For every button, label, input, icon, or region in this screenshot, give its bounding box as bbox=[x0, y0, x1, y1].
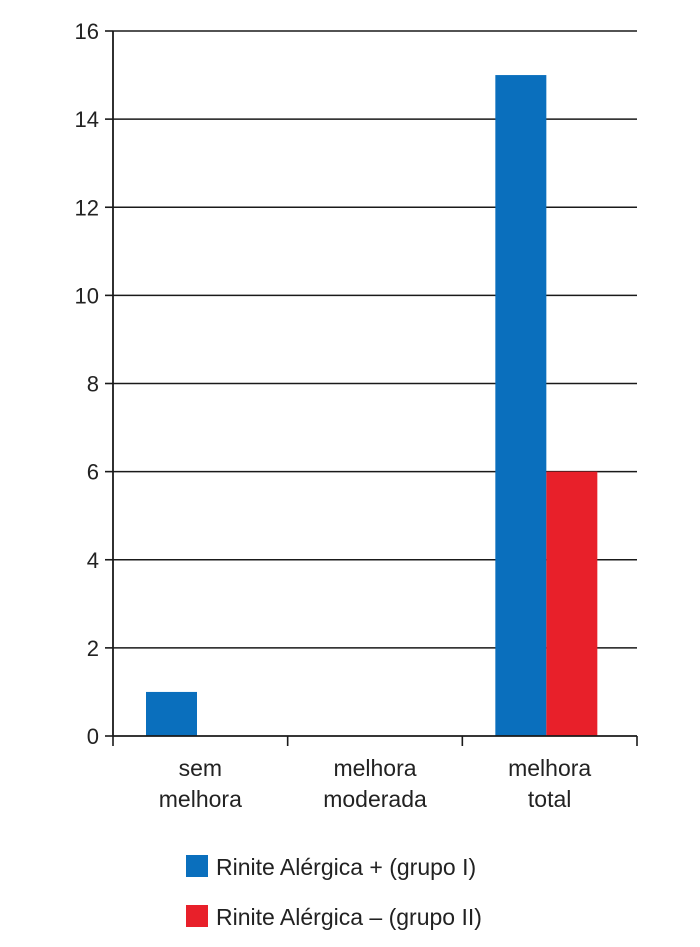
axes bbox=[105, 30, 638, 746]
x-category-label: melhora bbox=[508, 755, 591, 781]
gridlines bbox=[113, 30, 637, 649]
x-axis-category-labels: sem melhora melhora moderada melhora total bbox=[159, 755, 592, 812]
y-tick-label: 8 bbox=[87, 372, 99, 397]
y-tick-label: 14 bbox=[75, 107, 99, 132]
legend-label: Rinite Alérgica – (grupo II) bbox=[216, 904, 482, 930]
y-tick-label: 12 bbox=[75, 195, 99, 220]
y-tick-label: 6 bbox=[87, 460, 99, 485]
bar-grupo-i bbox=[495, 75, 547, 736]
bars bbox=[146, 75, 598, 736]
x-category-label: total bbox=[528, 786, 571, 812]
y-tick-label: 4 bbox=[87, 548, 99, 573]
y-tick-label: 10 bbox=[75, 283, 99, 308]
x-category-label: moderada bbox=[323, 786, 427, 812]
x-category-label: melhora bbox=[333, 755, 416, 781]
bar-grupo-i bbox=[146, 691, 197, 736]
y-axis-tick-labels: 0 2 4 6 8 10 12 14 16 bbox=[75, 19, 99, 749]
legend-swatch bbox=[186, 905, 208, 927]
y-tick-label: 0 bbox=[87, 724, 99, 749]
x-category-label: sem bbox=[179, 755, 222, 781]
legend: Rinite Alérgica + (grupo I) Rinite Alérgi… bbox=[186, 854, 482, 930]
y-tick-label: 16 bbox=[75, 19, 99, 44]
x-category-label: melhora bbox=[159, 786, 242, 812]
legend-swatch bbox=[186, 855, 208, 877]
y-tick-label: 2 bbox=[87, 636, 99, 661]
legend-label: Rinite Alérgica + (grupo I) bbox=[216, 854, 476, 880]
bar-grupo-ii bbox=[546, 471, 598, 736]
